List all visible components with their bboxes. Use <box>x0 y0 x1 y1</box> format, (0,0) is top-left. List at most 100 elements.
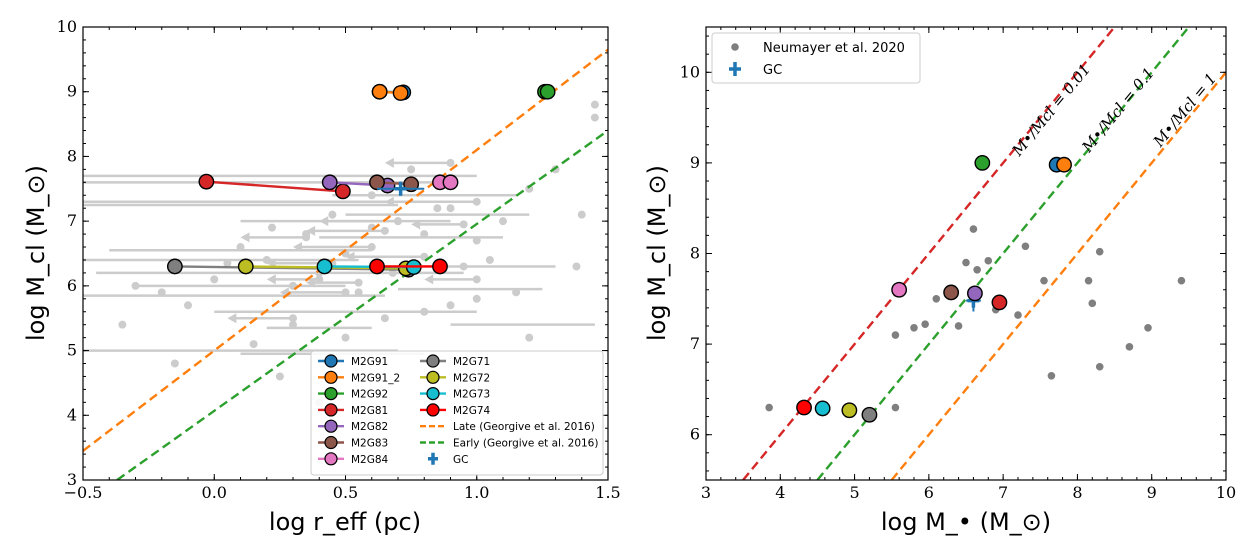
right-legend: Neumayer et al. 2020 GC <box>711 32 921 84</box>
legend-marker <box>426 354 440 368</box>
background-point <box>170 359 179 368</box>
background-arrow-head <box>319 216 329 227</box>
neumayer-point <box>954 322 963 330</box>
georgiev-relation-line <box>116 129 608 480</box>
legend-label: M2G72 <box>453 372 490 384</box>
background-arrow-head <box>424 274 434 285</box>
cluster-marker <box>432 258 448 275</box>
legend-marker <box>426 403 440 417</box>
left-legend: M2G91 M2G91_2 M2G92 M2G81 M2G82 M2G83 M2G84 M2G… <box>310 350 604 476</box>
background-arrow-head <box>384 196 394 207</box>
background-arrow-head <box>227 313 237 324</box>
cluster-marker <box>442 174 459 191</box>
background-point <box>289 314 297 323</box>
legend-label: GC <box>453 454 468 466</box>
legend-marker <box>324 419 338 433</box>
neumayer-point <box>1084 276 1093 285</box>
left-legend-box <box>310 350 604 476</box>
background-point <box>354 288 363 297</box>
legend-marker <box>324 387 338 401</box>
background-point <box>268 223 276 232</box>
background-point <box>380 314 389 323</box>
cluster-marker <box>369 258 385 275</box>
legend-marker <box>324 354 338 368</box>
background-point <box>210 275 219 284</box>
left-panel: −0.5 0.0 0.5 1.0 1.5 3 4 5 6 7 8 9 10 log r_eff (pc)… <box>22 17 621 536</box>
right-x-tick-label: 9 <box>1147 483 1157 502</box>
right-y-tick-label: 7 <box>690 334 700 353</box>
background-point <box>525 333 534 342</box>
neumayer-point <box>932 295 941 303</box>
background-arrow-head <box>266 274 276 285</box>
right-x-tick-label: 5 <box>849 483 859 502</box>
background-point <box>157 288 166 297</box>
legend-label: Early (Georgive et al. 2016) <box>453 438 598 450</box>
cluster-marker <box>334 183 351 200</box>
legend-label: M2G73 <box>453 389 490 401</box>
background-point <box>367 191 376 200</box>
neumayer-point <box>1125 343 1134 351</box>
right-legend-box <box>711 32 921 84</box>
legend-marker <box>729 62 741 76</box>
legend-marker <box>324 370 338 384</box>
right-x-tick-label: 4 <box>775 483 785 502</box>
background-point <box>249 340 258 349</box>
gc-marker <box>394 181 407 196</box>
background-point <box>236 243 245 252</box>
left-x-tick-label: −0.5 <box>64 483 103 502</box>
right-x-axis-label: log M_• (M_⊙) <box>881 508 1051 536</box>
left-background-data <box>83 100 599 407</box>
background-point <box>341 333 350 342</box>
left-y-tick-label: 3 <box>67 470 77 489</box>
right-y-tick-label: 8 <box>690 244 700 263</box>
background-point <box>394 217 402 226</box>
left-x-axis-label: log r_eff (pc) <box>269 508 421 536</box>
legend-marker <box>324 403 338 417</box>
left-y-tick-label: 6 <box>67 276 77 295</box>
cluster-marker <box>316 258 333 275</box>
background-arrow-head <box>240 232 250 243</box>
left-y-axis-label: log M_cl (M_⊙) <box>22 165 50 341</box>
legend-label: Late (Georgive et al. 2016) <box>453 421 595 433</box>
cluster-marker <box>841 402 858 419</box>
background-point <box>380 226 389 235</box>
neumayer-point <box>969 225 978 233</box>
cluster-marker <box>369 174 385 191</box>
background-point <box>446 158 455 167</box>
legend-marker <box>426 387 440 401</box>
legend-label: M2G71 <box>453 356 490 368</box>
background-point <box>420 307 429 316</box>
background-point <box>472 294 481 303</box>
right-y-tick-label: 6 <box>690 425 700 444</box>
left-y-tick-label: 9 <box>67 82 77 101</box>
left-y-tick-label: 4 <box>67 405 77 424</box>
background-point <box>572 262 581 271</box>
background-point <box>459 220 468 229</box>
neumayer-point <box>1021 242 1030 251</box>
georgiev-relation-line <box>83 48 608 452</box>
background-point <box>223 259 232 268</box>
ratio-line <box>890 71 1226 480</box>
left-x-tick-label: 1.5 <box>595 483 620 502</box>
left-y-tick-label: 8 <box>67 146 77 165</box>
right-plot-frame <box>705 26 1227 481</box>
legend-label: Neumayer et al. 2020 <box>763 41 905 56</box>
neumayer-point <box>1144 323 1152 332</box>
neumayer-point <box>1040 276 1048 285</box>
right-x-tick-label: 6 <box>924 483 934 502</box>
background-point <box>459 262 468 271</box>
background-point <box>118 320 127 329</box>
background-arrow-head <box>306 277 316 288</box>
cluster-track <box>206 180 343 193</box>
left-y-tick-label: 5 <box>67 341 77 360</box>
background-point <box>262 255 271 264</box>
background-point <box>275 372 284 381</box>
neumayer-point <box>891 331 900 339</box>
background-point <box>388 268 397 277</box>
background-point <box>341 288 350 297</box>
background-point <box>485 255 494 264</box>
background-point <box>472 275 481 284</box>
right-ratio-labels: M•/Mcl = 0.01M•/Mcl = 0.1M•/Mcl = 1 <box>1008 60 1221 160</box>
legend-label: M2G82 <box>351 421 388 433</box>
background-point <box>328 210 337 219</box>
